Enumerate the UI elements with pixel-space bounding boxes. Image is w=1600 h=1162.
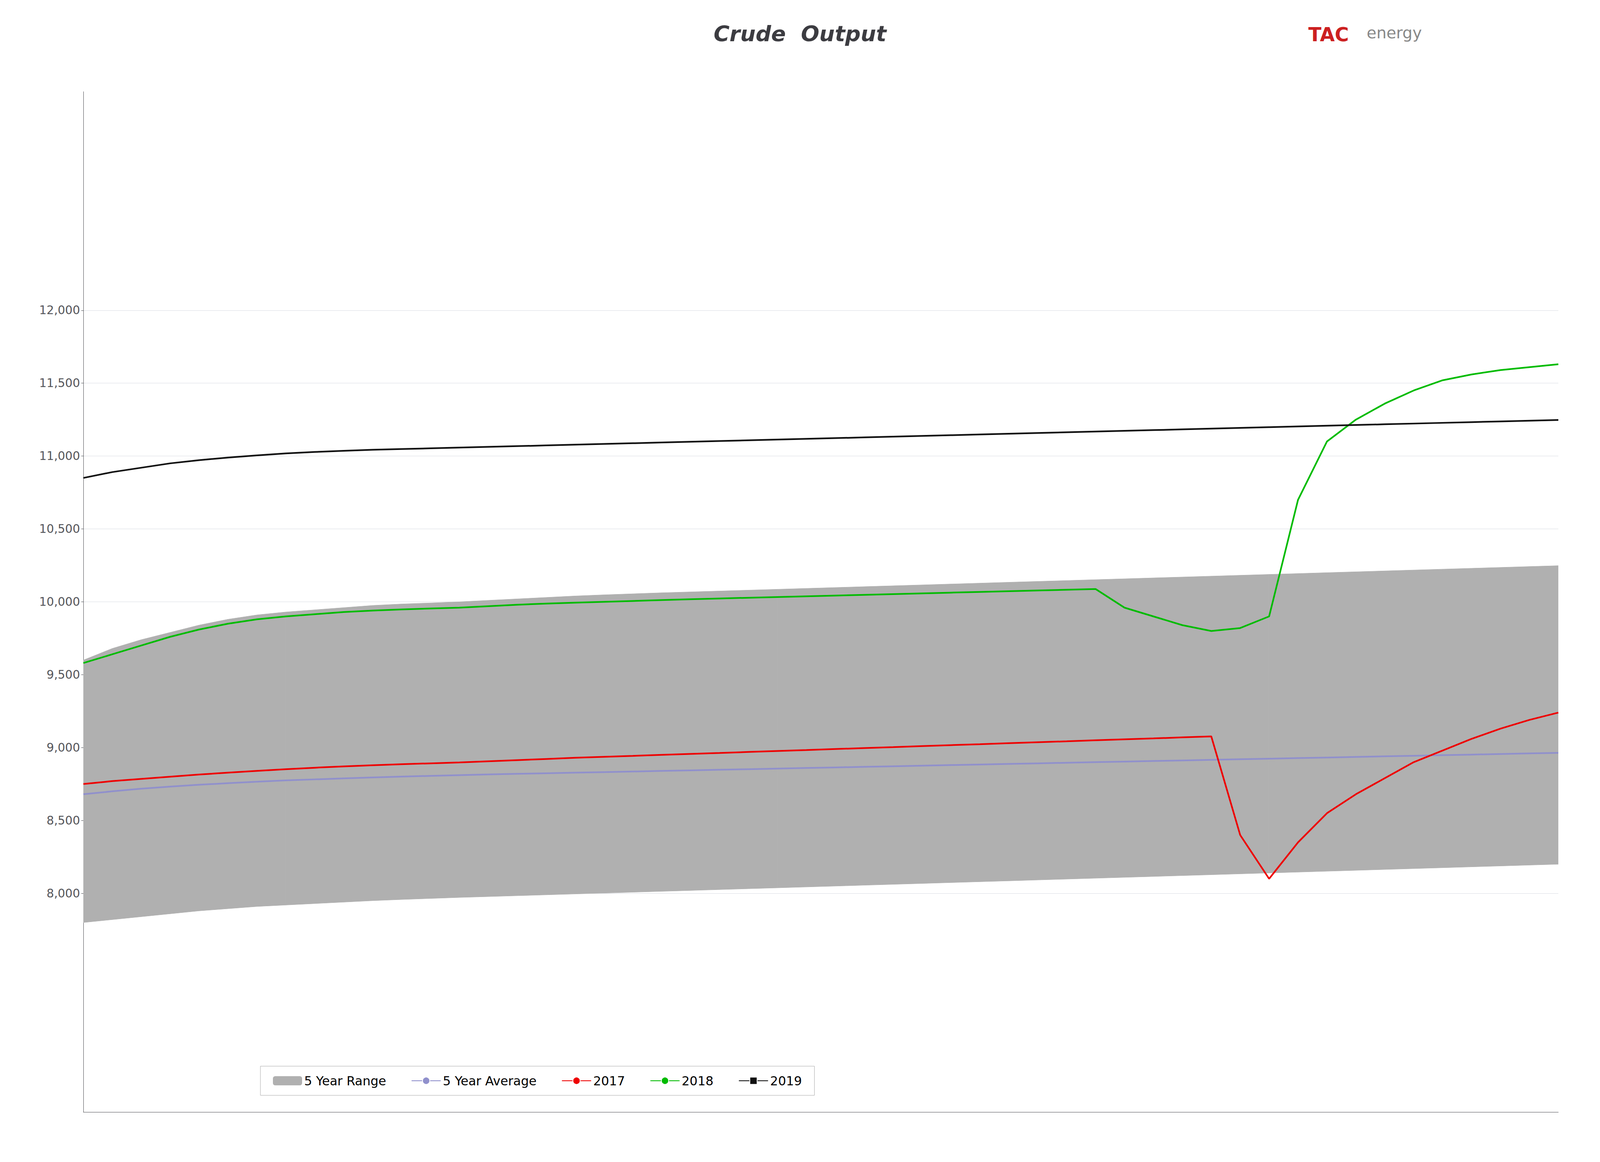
svg-text:9,500: 9,500 (46, 667, 80, 682)
svg-text:8,500: 8,500 (46, 813, 80, 828)
svg-text:5 Year Average: 5 Year Average (442, 1073, 537, 1089)
svg-text:9,000: 9,000 (46, 740, 80, 755)
svg-text:2019: 2019 (770, 1073, 802, 1089)
svg-text:2018: 2018 (681, 1073, 714, 1089)
svg-text:8,000: 8,000 (46, 886, 80, 901)
svg-text:10,000: 10,000 (39, 595, 80, 609)
svg-text:10,500: 10,500 (39, 522, 80, 536)
svg-text:2017: 2017 (593, 1073, 625, 1089)
svg-text:12,000: 12,000 (39, 303, 80, 318)
svg-text:5 Year Range: 5 Year Range (304, 1073, 387, 1089)
svg-text:Crude Output: Crude Output (713, 21, 888, 47)
svg-text:11,500: 11,500 (39, 376, 80, 390)
svg-text:TAC: TAC (1308, 23, 1349, 46)
svg-text:11,000: 11,000 (39, 449, 80, 463)
svg-text:energy: energy (1366, 23, 1422, 43)
